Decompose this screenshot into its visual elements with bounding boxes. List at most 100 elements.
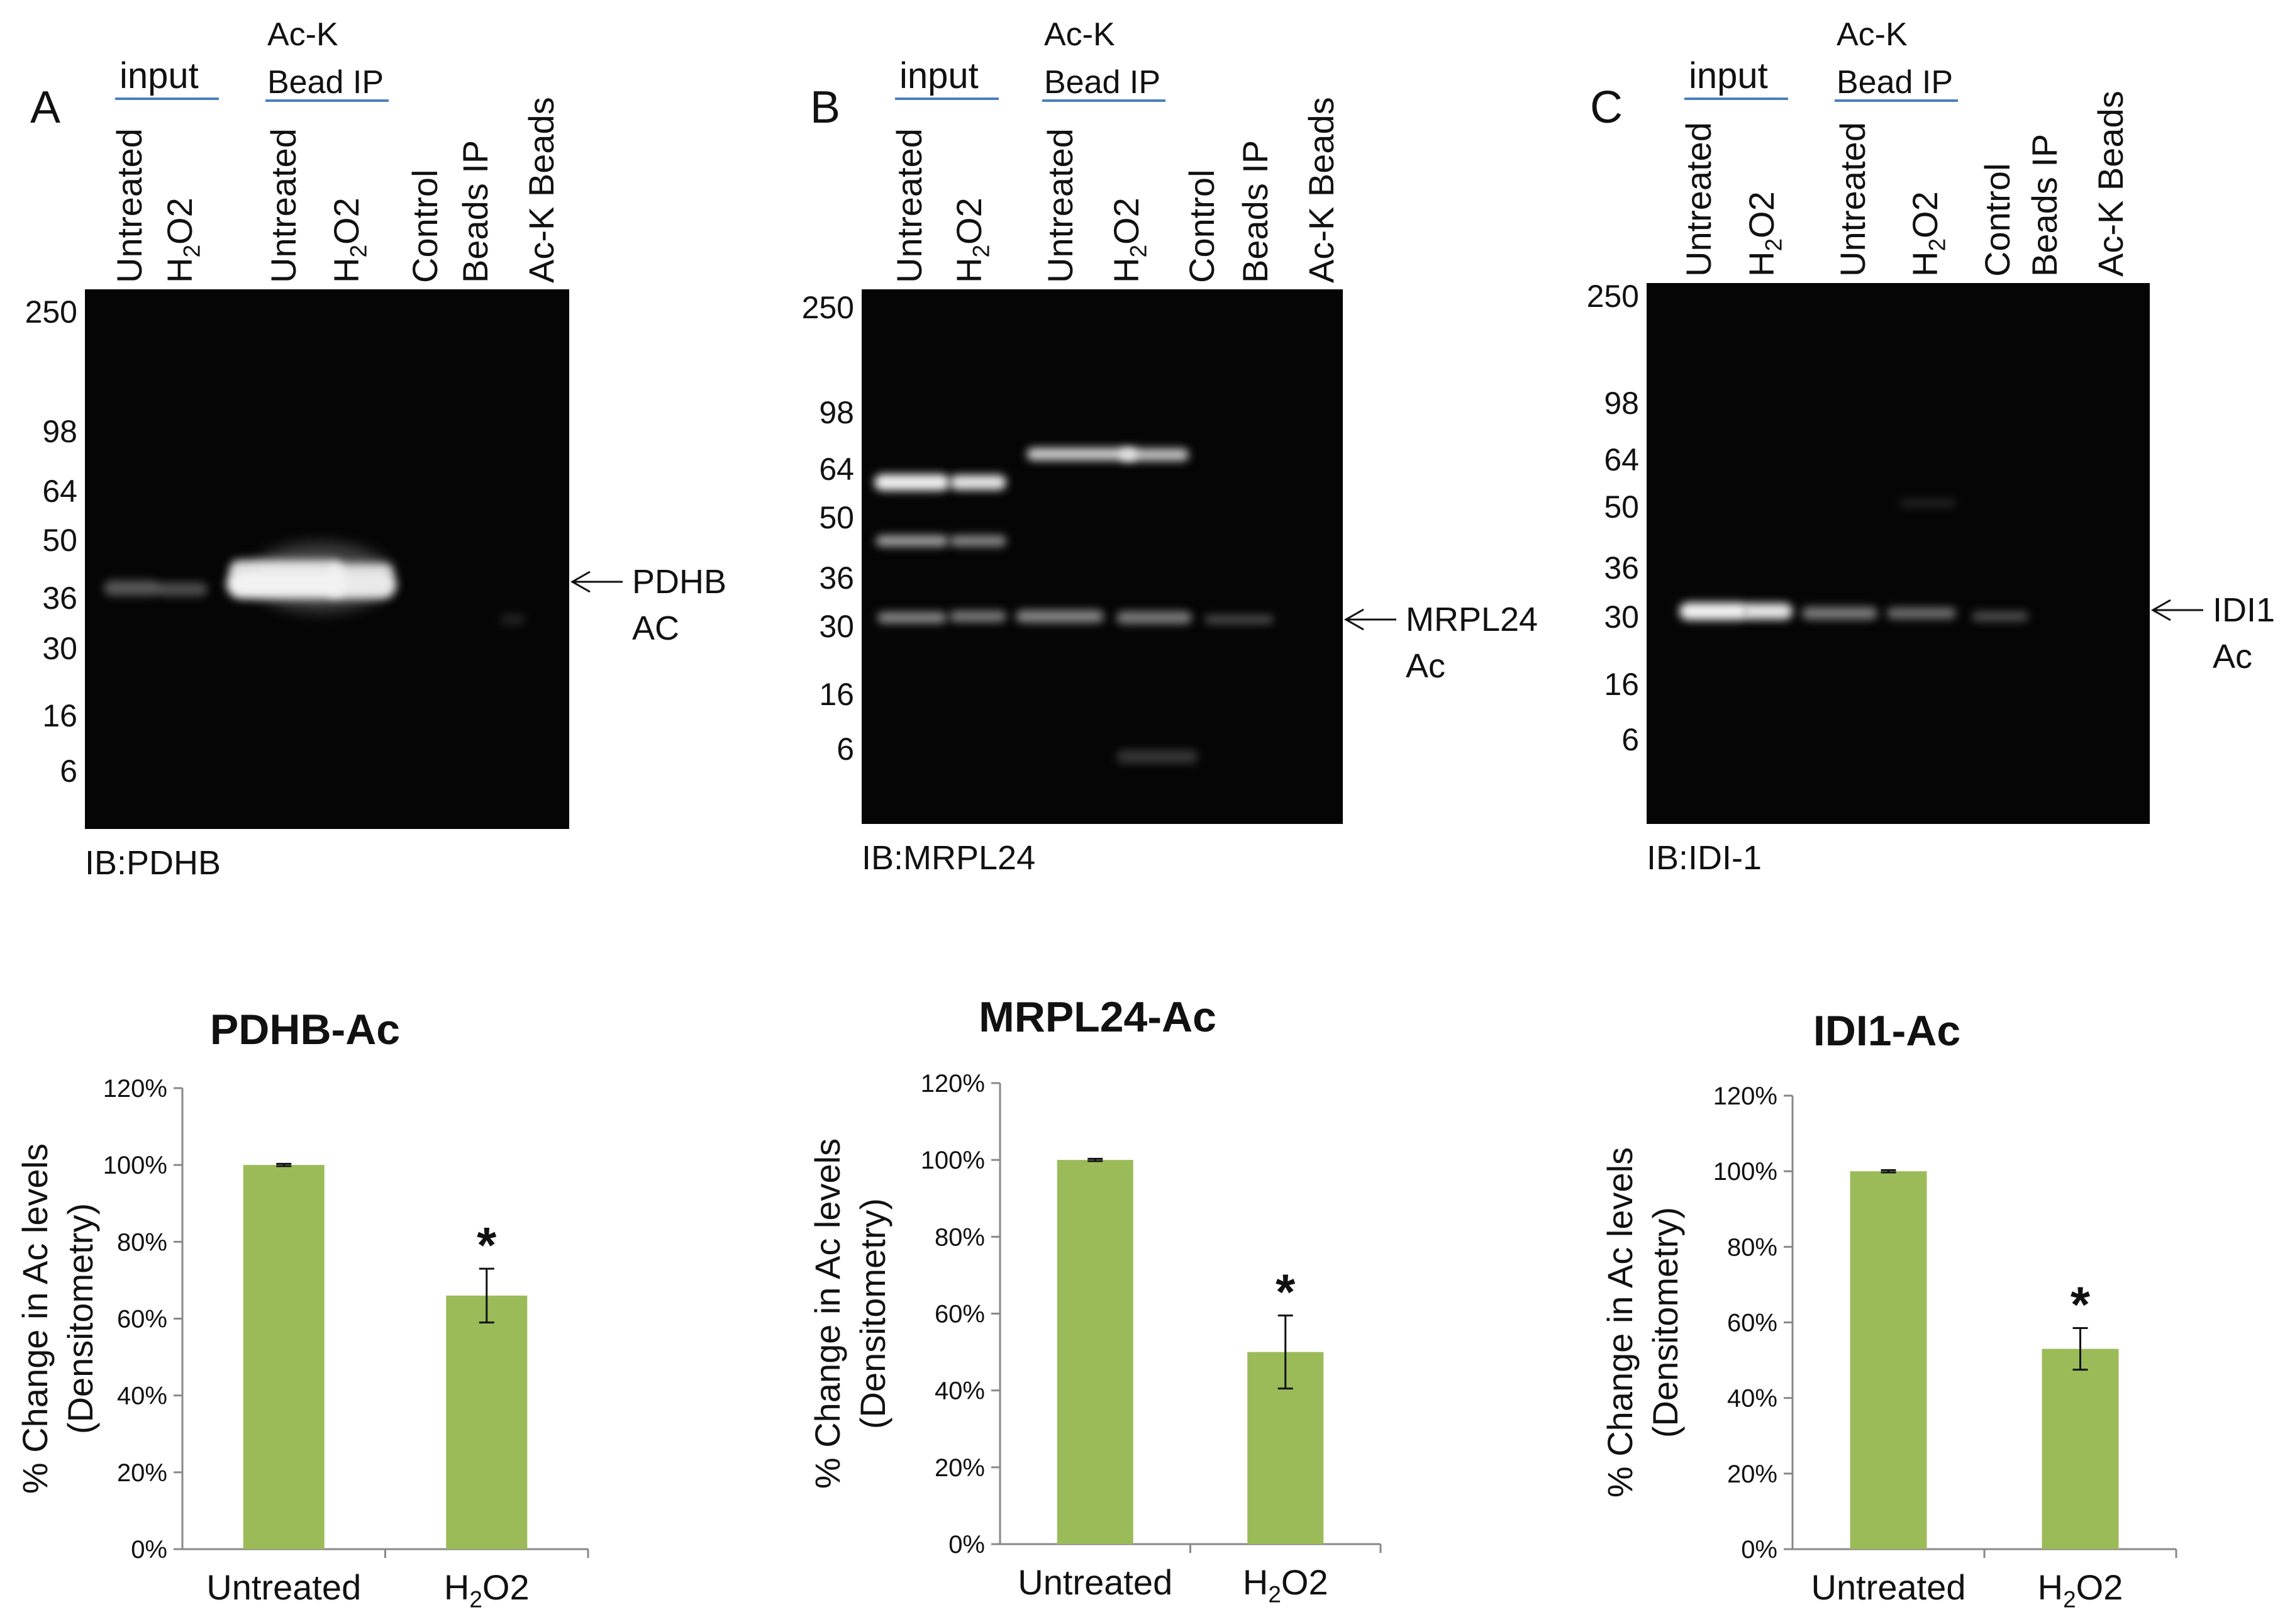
band-label-line1: IDI1 — [2213, 591, 2275, 629]
y-axis-label-line2: (Densitometry) — [853, 1198, 892, 1429]
mw-marker: 16 — [42, 698, 77, 733]
y-axis-label-line1: % Change in Ac levels — [15, 1143, 55, 1494]
gel-band — [157, 582, 208, 596]
gel-band — [1899, 499, 1956, 508]
y-tick-label: 0% — [131, 1536, 167, 1564]
group-label-input: input — [120, 55, 199, 96]
x-tick-label: Untreated — [206, 1567, 361, 1607]
lane-label: H2O2 — [160, 197, 204, 283]
gel-band — [330, 563, 393, 579]
lane-label: Control — [405, 169, 445, 283]
group-label-ip-line2: Bead IP — [1837, 64, 1953, 101]
gel-band — [104, 581, 160, 596]
band-label-line2: Ac — [2213, 638, 2252, 676]
bar — [1057, 1160, 1133, 1544]
significance-marker: * — [477, 1217, 497, 1273]
gel-band — [1120, 448, 1189, 461]
bar — [446, 1295, 528, 1549]
mw-marker: 6 — [837, 731, 854, 767]
significance-marker: * — [2071, 1277, 2091, 1333]
gel-band — [1679, 603, 1748, 620]
y-tick-label: 100% — [921, 1147, 985, 1174]
y-tick-label: 100% — [103, 1152, 167, 1179]
x-tick-label: H2O2 — [444, 1567, 530, 1612]
gel-band — [950, 475, 1006, 490]
y-tick-label: 80% — [935, 1223, 985, 1251]
y-tick-label: 120% — [1713, 1082, 1777, 1110]
mw-marker: 6 — [60, 754, 77, 789]
mw-marker: 98 — [42, 414, 77, 449]
group-label-ip-line1: Ac-K — [1044, 16, 1115, 53]
lane-label: Beads IP — [2025, 134, 2064, 277]
group-label-input: input — [1689, 55, 1768, 96]
mw-marker: 36 — [1604, 550, 1639, 586]
mw-marker: 36 — [819, 560, 854, 596]
arrow-icon — [570, 570, 591, 593]
gel-band — [1116, 611, 1192, 624]
bar — [1850, 1171, 1927, 1549]
gel-band — [950, 535, 1006, 547]
gel-band — [877, 612, 947, 623]
mw-marker: 250 — [25, 294, 77, 330]
y-tick-label: 120% — [921, 1070, 985, 1098]
arrow-icon — [2150, 599, 2171, 621]
bar-charts: PDHB-Ac% Change in Ac levels (Densitometr… — [15, 993, 2177, 1612]
lane-label: Untreated — [1679, 122, 1718, 277]
gel-band — [1742, 603, 1793, 620]
y-tick-label: 40% — [117, 1382, 167, 1410]
chart-title: IDI1-Ac — [1813, 1007, 1960, 1055]
gel-image — [862, 289, 1343, 824]
y-axis-label-line1: % Change in Ac levels — [808, 1138, 847, 1489]
chart-1: PDHB-Ac % Change in Ac levels (Densitometr… — [15, 1006, 589, 1612]
y-tick-label: 20% — [1727, 1460, 1777, 1488]
gel-band — [1887, 608, 1956, 619]
panel-letter: C — [1590, 82, 1623, 133]
gel-band — [1026, 448, 1137, 460]
bar — [243, 1165, 325, 1549]
gel-band — [876, 535, 948, 547]
y-tick-label: 0% — [948, 1531, 985, 1559]
lane-label: H2O2 — [1905, 191, 1950, 277]
lane-label: Ac-K Beads — [2091, 91, 2130, 277]
x-tick-label: Untreated — [1811, 1567, 1966, 1607]
ib-label: IB:MRPL24 — [862, 839, 1035, 877]
mw-marker: 16 — [819, 677, 854, 712]
lane-label: Beads IP — [1235, 140, 1275, 283]
group-label-input: input — [899, 55, 979, 96]
mw-marker: 30 — [819, 609, 854, 644]
chart-2: MRPL24-Ac % Change in Ac levels (Densitome… — [808, 993, 1382, 1607]
gel-band — [230, 560, 343, 579]
chart-3: IDI1-Ac % Change in Ac levels (Densitometr… — [1600, 1007, 2177, 1612]
lane-label: H2O2 — [949, 197, 994, 283]
gel-band — [1802, 607, 1877, 620]
lane-label: Untreated — [889, 128, 929, 283]
lane-label: H2O2 — [1106, 197, 1151, 283]
y-tick-label: 100% — [1713, 1158, 1777, 1186]
lane-label: Untreated — [1833, 122, 1872, 277]
mw-marker: 6 — [1621, 722, 1639, 757]
significance-marker: * — [1276, 1264, 1296, 1320]
group-label-ip-line1: Ac-K — [267, 16, 338, 53]
lane-label: Control — [1182, 169, 1221, 283]
lane-label: Ac-K Beads — [521, 97, 561, 283]
lane-label: H2O2 — [326, 197, 371, 283]
mw-marker: 50 — [1604, 489, 1639, 525]
lane-label: H2O2 — [1742, 191, 1786, 277]
mw-marker: 64 — [42, 474, 77, 509]
y-tick-label: 60% — [117, 1306, 167, 1333]
gel-band — [950, 611, 1006, 622]
band-label-line1: PDHB — [632, 563, 726, 601]
y-axis-label-line2: (Densitometry) — [1645, 1207, 1685, 1438]
lane-label: Control — [1977, 163, 2017, 277]
y-tick-label: 80% — [1727, 1233, 1777, 1261]
chart-title: PDHB-Ac — [210, 1006, 400, 1054]
gel-band — [500, 614, 525, 625]
y-tick-label: 0% — [1741, 1536, 1777, 1564]
band-label-line2: Ac — [1406, 647, 1445, 685]
arrow-icon — [1343, 608, 1364, 631]
group-label-ip-line2: Bead IP — [267, 64, 384, 101]
panel-letter: B — [810, 82, 840, 133]
